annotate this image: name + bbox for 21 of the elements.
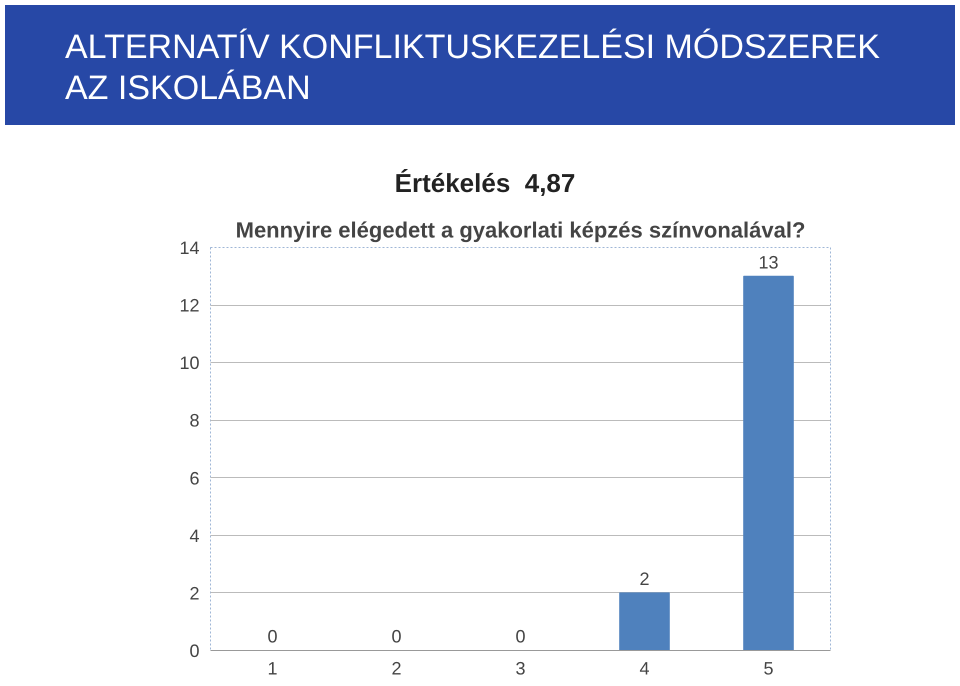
x-tick-label: 5 — [763, 658, 774, 678]
data-label: 13 — [758, 252, 779, 272]
y-tick-label: 10 — [179, 353, 200, 374]
y-tick-label: 0 — [189, 641, 200, 661]
x-tick-label: 1 — [267, 658, 278, 678]
data-label: 0 — [515, 626, 526, 646]
x-tick-label: 3 — [515, 658, 526, 678]
y-tick-label: 4 — [189, 526, 200, 546]
data-label: 0 — [391, 626, 402, 646]
x-tick-label: 2 — [391, 658, 402, 678]
y-tick-label: 6 — [189, 468, 200, 488]
x-tick-label: 4 — [639, 658, 650, 678]
y-tick-label: 8 — [189, 410, 200, 431]
y-tick-label: 2 — [189, 583, 200, 604]
text: Mennyire elégedett a gyakorlati képzés színvonalával? — [236, 218, 806, 242]
chart-title: ALTERNATÍV KONFLIKTUSKEZELÉSI MÓDSZEREK AZ ISKOLÁBAN — [65, 27, 881, 109]
chart-subtitle: Értékelés 4,87 — [394, 167, 576, 200]
y-tick-label: 12 — [179, 296, 200, 316]
y-tick-label: 14 — [179, 238, 200, 258]
data-label: 2 — [639, 568, 650, 589]
data-label: 0 — [267, 626, 278, 646]
